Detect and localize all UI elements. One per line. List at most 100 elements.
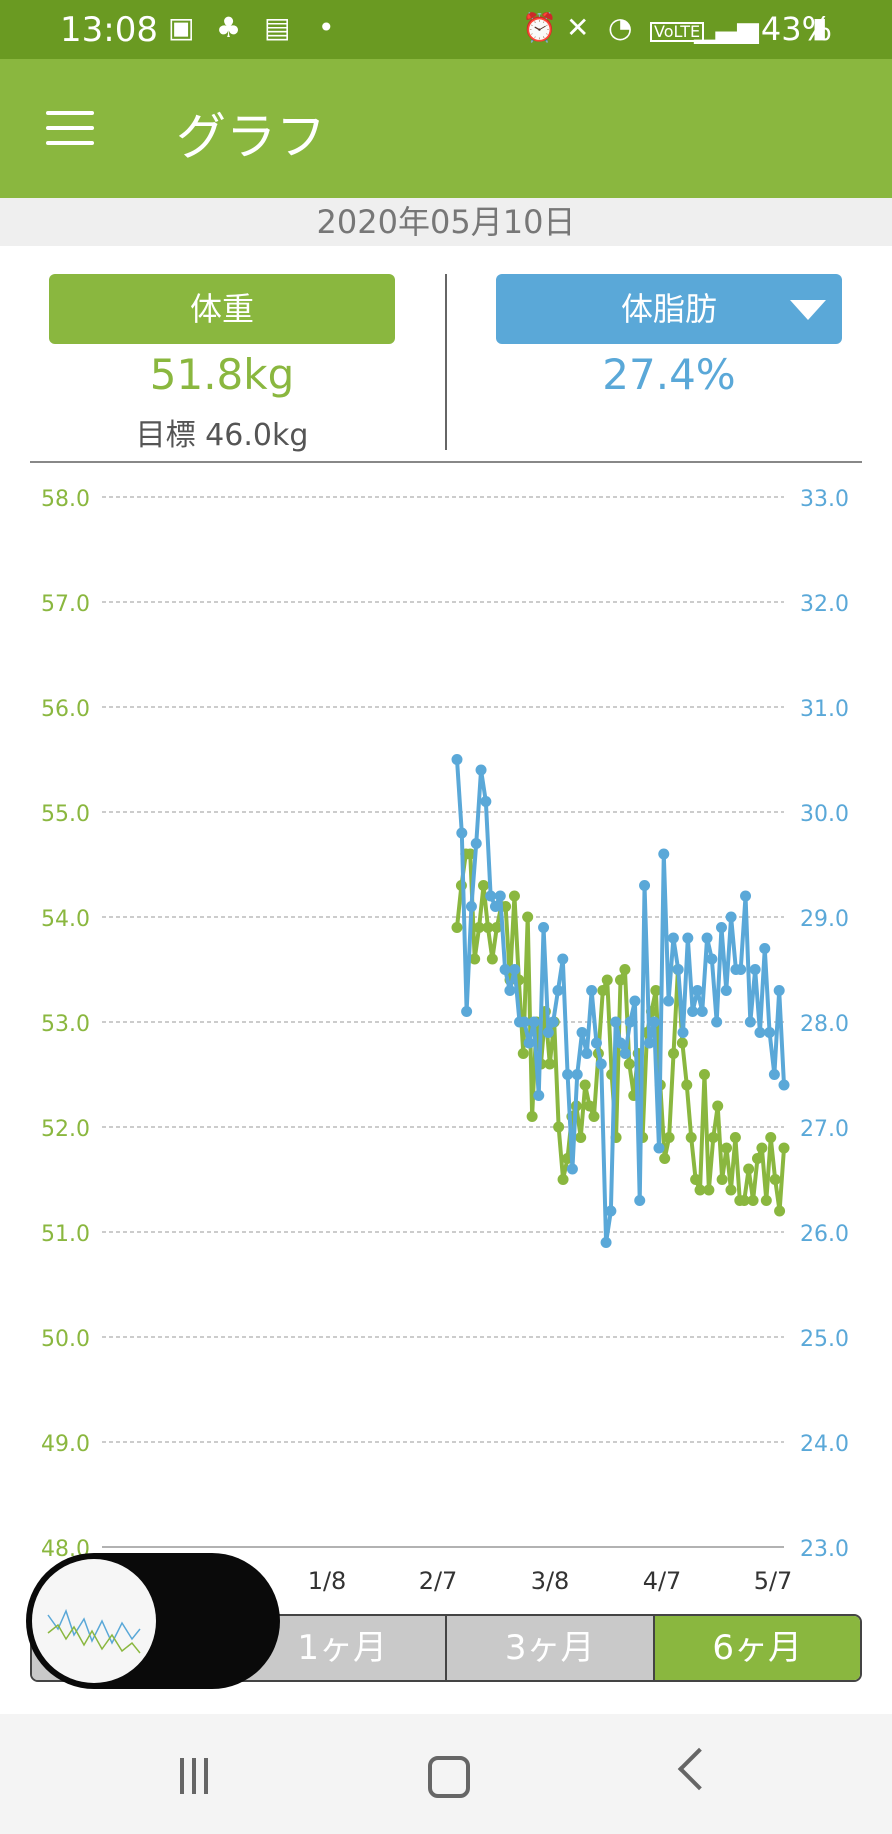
system-nav-bar xyxy=(0,1714,892,1834)
weight-data-point xyxy=(522,911,534,923)
fat-data-point xyxy=(706,953,718,965)
battery-icon: ▮ xyxy=(812,11,828,44)
weight-data-point xyxy=(557,1174,569,1185)
floating-preview[interactable] xyxy=(26,1553,280,1689)
fat-data-point xyxy=(509,964,521,975)
fat-data-point xyxy=(465,901,477,912)
weight-data-point xyxy=(517,1048,529,1059)
back-icon[interactable] xyxy=(677,1747,721,1791)
fat-data-point xyxy=(456,827,468,839)
fat-data-point xyxy=(720,985,732,996)
fat-data-point xyxy=(711,1016,723,1028)
fat-data-point xyxy=(504,985,516,996)
menu-icon[interactable] xyxy=(46,111,94,145)
alarm-icon: ⏰ xyxy=(522,11,557,44)
x-tick-label: 2/7 xyxy=(419,1567,458,1595)
weight-data-point xyxy=(756,1142,768,1154)
fat-data-point xyxy=(605,1205,617,1217)
fat-data-point xyxy=(571,1069,583,1080)
fat-data-point xyxy=(701,932,713,944)
weight-data-point xyxy=(721,1142,733,1154)
weight-data-point xyxy=(729,1132,741,1143)
fat-data-point xyxy=(533,1090,545,1101)
weight-fat-chart: 58.0 57.0 56.0 55.0 54.0 53.0 52.0 51.0 50.0 49.0… xyxy=(41,487,849,1595)
weight-data-point xyxy=(544,1058,556,1070)
weight-data-point xyxy=(769,1174,781,1185)
fat-data-point xyxy=(759,943,771,954)
fat-data-point xyxy=(494,890,506,902)
fat-data-point xyxy=(744,1016,756,1028)
fat-data-point xyxy=(658,848,670,860)
weight-data-point xyxy=(778,1142,790,1154)
y-left-tick-label: 57.0 xyxy=(41,592,90,617)
fat-data-point xyxy=(768,1069,780,1080)
weight-data-point xyxy=(464,848,476,860)
fat-data-point xyxy=(773,985,785,996)
fat-data-point xyxy=(499,964,511,975)
fat-data-point xyxy=(475,764,487,776)
fat-data-point xyxy=(715,922,727,933)
fat-data-point xyxy=(557,953,569,965)
header-divider xyxy=(30,461,862,463)
fat-value: 27.4% xyxy=(602,350,736,399)
period-tab-2[interactable]: 3ヶ月 xyxy=(445,1616,653,1680)
weight-data-point xyxy=(491,922,503,933)
y-right-tick-label: 29.0 xyxy=(800,907,849,932)
fat-data-point xyxy=(590,1037,602,1049)
weight-data-point xyxy=(725,1184,737,1196)
period-tab-3[interactable]: 6ヶ月 xyxy=(652,1616,860,1680)
y-left-tick-label: 49.0 xyxy=(41,1432,90,1457)
weight-data-point xyxy=(508,890,520,902)
weight-data-point xyxy=(650,985,662,996)
weight-button[interactable]: 体重 xyxy=(49,274,395,344)
fat-data-point xyxy=(485,890,497,902)
fat-data-point xyxy=(562,1069,574,1080)
weight-data-point xyxy=(685,1132,697,1143)
fat-data-point xyxy=(523,1037,535,1049)
fat-dropdown-button[interactable]: 体脂肪 xyxy=(496,274,842,344)
fat-data-point xyxy=(610,1016,622,1028)
fat-data-point xyxy=(595,1058,607,1070)
fat-data-point xyxy=(725,911,737,923)
fat-data-point xyxy=(634,1195,646,1206)
weight-data-point xyxy=(743,1163,755,1175)
fat-data-point xyxy=(615,1037,626,1049)
weight-data-point xyxy=(690,1174,702,1185)
weight-data-point xyxy=(579,1079,591,1091)
weight-data-point xyxy=(623,1058,635,1070)
fat-data-point xyxy=(547,1016,559,1028)
weight-data-point xyxy=(553,1121,565,1133)
weight-data-point xyxy=(663,1132,675,1143)
weight-value: 51.8kg xyxy=(149,350,295,399)
status-bar: 13:08 ▣ ♣ ▤ • ⏰ ✕ ◔ VoLTE ▁▃▅ 43% ▮ xyxy=(0,0,892,59)
weight-data-point xyxy=(469,953,481,965)
fat-data-point xyxy=(629,995,641,1007)
weight-data-point xyxy=(703,1184,715,1196)
app-bar: グラフ xyxy=(0,59,892,198)
app-icon: ♣ xyxy=(216,11,242,44)
weight-data-point xyxy=(738,1195,750,1206)
weight-data-point xyxy=(698,1069,710,1080)
weight-data-point xyxy=(747,1195,759,1206)
weight-data-point xyxy=(681,1079,693,1091)
fat-data-point xyxy=(682,932,694,944)
fat-data-point xyxy=(691,985,703,996)
weight-data-point xyxy=(575,1132,587,1143)
note-icon: ▤ xyxy=(264,11,291,44)
metric-divider xyxy=(445,274,447,450)
fat-data-point xyxy=(451,754,463,765)
weight-data-point xyxy=(676,1037,688,1049)
weight-data-point xyxy=(601,974,613,986)
fat-data-point xyxy=(643,1037,655,1049)
weight-data-point xyxy=(478,880,490,891)
date-label: 2020年05月10日 xyxy=(0,198,892,246)
fat-data-point xyxy=(754,1027,766,1038)
weight-data-point xyxy=(716,1174,728,1185)
weight-data-point xyxy=(588,1111,600,1122)
fat-data-point xyxy=(518,1016,530,1028)
fat-data-point xyxy=(542,1027,554,1038)
home-icon[interactable] xyxy=(428,1756,470,1798)
y-left-tick-label: 53.0 xyxy=(41,1012,90,1037)
recent-apps-icon[interactable] xyxy=(180,1758,216,1794)
weight-data-point xyxy=(486,953,498,965)
